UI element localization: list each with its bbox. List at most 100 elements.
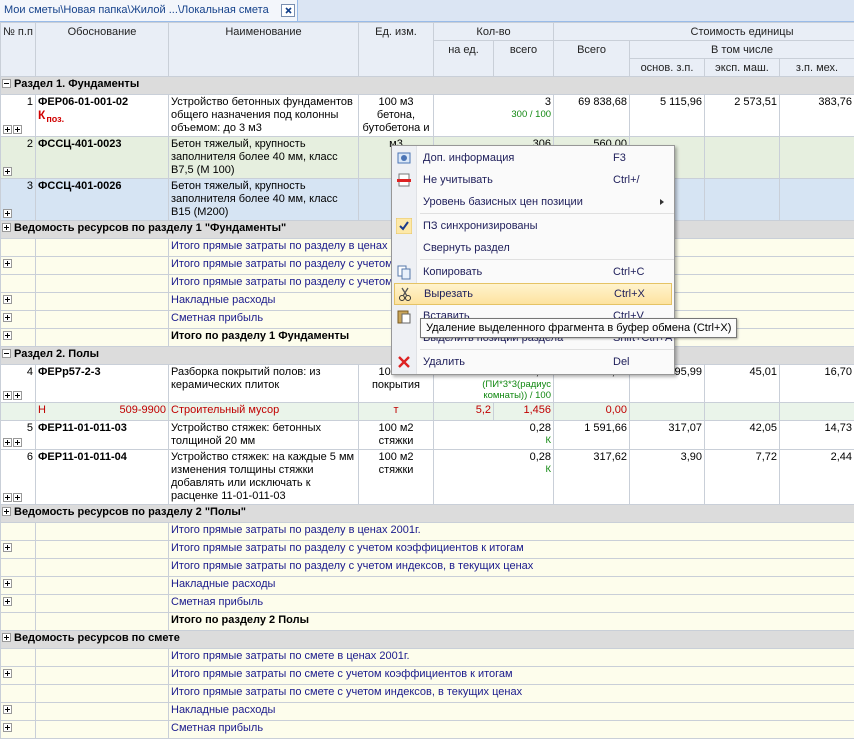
flag-note: поз. <box>46 114 64 124</box>
grid-row[interactable]: Сметная прибыль <box>1 595 854 613</box>
expand-toggle[interactable] <box>13 493 22 502</box>
resource-flag: Н <box>38 404 46 417</box>
expand-toggle[interactable] <box>3 579 12 588</box>
rate-code: ФЕР06-01-001-02 <box>38 96 166 109</box>
total-cell: Сметная прибыль <box>169 721 854 739</box>
total-cell: 317,62 <box>554 450 630 505</box>
tab[interactable]: Мои сметы\Новая папка\Жилой ...\Локальна… <box>0 0 298 21</box>
grid-row[interactable]: Ведомость ресурсов по смете <box>1 631 854 649</box>
expand-toggle[interactable] <box>2 223 11 232</box>
estimate-grid: № п.п Обоснование Наименование Ед. изм. … <box>0 22 854 739</box>
unit-cell: 100 м2 стяжки <box>359 421 434 450</box>
grid-row[interactable]: 1ФЕР06-01-001-02Кпоз.Устройство бетонных… <box>1 95 854 137</box>
grid-row[interactable]: Сметная прибыль <box>1 721 854 739</box>
num-cell: 1 <box>1 95 36 137</box>
menu-icon <box>396 264 412 280</box>
cell <box>36 257 169 275</box>
qty-formula: 300 / 100 <box>436 109 551 120</box>
expand-toggle[interactable] <box>2 79 11 88</box>
num-cell: 6 <box>1 450 36 505</box>
expand-toggle[interactable] <box>13 438 22 447</box>
expand-toggle[interactable] <box>2 349 11 358</box>
menu-item[interactable]: Свернуть раздел <box>392 237 674 259</box>
expand-toggle[interactable] <box>3 259 12 268</box>
col-header[interactable]: основ. з.п. <box>630 59 705 77</box>
col-header[interactable]: Стоимость единицы <box>554 23 854 41</box>
col-header[interactable]: з.п. мех. <box>780 59 854 77</box>
col-header[interactable]: Обоснование <box>36 23 169 77</box>
expand-toggle[interactable] <box>3 125 12 134</box>
grid-row[interactable]: Итого прямые затраты по смете с учетом и… <box>1 685 854 703</box>
tab-close[interactable] <box>281 4 295 17</box>
grid-row[interactable]: 6ФЕР11-01-011-04Устройство стяжек: на ка… <box>1 450 854 505</box>
grid-row[interactable]: Накладные расходы <box>1 577 854 595</box>
col-header[interactable]: Ед. изм. <box>359 23 434 77</box>
grid-row[interactable]: Итого прямые затраты по разделу с учетом… <box>1 559 854 577</box>
col-header[interactable]: В том числе <box>630 41 854 59</box>
expand-toggle[interactable] <box>3 209 12 218</box>
expand-toggle[interactable] <box>2 507 11 516</box>
expand-toggle[interactable] <box>3 493 12 502</box>
wage-cell: 5 115,96 <box>630 95 705 137</box>
col-header[interactable]: на ед. <box>434 41 494 77</box>
code-cell: ФССЦ-401-0026 <box>36 179 169 221</box>
cell <box>1 257 36 275</box>
total-cell: Итого прямые затраты по разделу с учетом… <box>169 541 854 559</box>
expand-toggle[interactable] <box>3 391 12 400</box>
grid-row[interactable]: Раздел 1. Фундаменты <box>1 77 854 95</box>
col-header[interactable]: Кол-во <box>434 23 554 41</box>
expand-toggle[interactable] <box>3 543 12 552</box>
expand-toggle[interactable] <box>13 125 22 134</box>
expand-toggle[interactable] <box>3 331 12 340</box>
menu-shortcut: Ctrl+C <box>613 261 644 283</box>
menu-item[interactable]: ВырезатьCtrl+X <box>394 283 672 305</box>
grid-row[interactable]: Итого прямые затраты по смете в ценах 20… <box>1 649 854 667</box>
grid-row[interactable]: Ведомость ресурсов по разделу 2 "Полы" <box>1 505 854 523</box>
grid-row[interactable]: Итого прямые затраты по разделу в ценах … <box>1 523 854 541</box>
menu-item[interactable]: ПЗ синхронизированы <box>392 215 674 237</box>
col-header[interactable]: всего <box>494 41 554 77</box>
menu-item[interactable]: Не учитыватьCtrl+/ <box>392 169 674 191</box>
grid-row[interactable]: 5ФЕР11-01-011-03Устройство стяжек: бетон… <box>1 421 854 450</box>
menu-item[interactable]: Доп. информацияF3 <box>392 147 674 169</box>
expand-toggle[interactable] <box>3 669 12 678</box>
col-header[interactable]: № п.п <box>1 23 36 77</box>
code-cell: ФЕР11-01-011-03 <box>36 421 169 450</box>
grid-row[interactable]: Итого прямые затраты по смете с учетом к… <box>1 667 854 685</box>
expand-toggle[interactable] <box>3 723 12 732</box>
menu-icon <box>396 218 412 234</box>
col-header[interactable]: Наименование <box>169 23 359 77</box>
expand-toggle[interactable] <box>3 167 12 176</box>
col-header[interactable]: эксп. маш. <box>705 59 780 77</box>
name-cell: Устройство бетонных фундаментов общего н… <box>169 95 359 137</box>
cell <box>36 721 169 739</box>
cell <box>1 577 36 595</box>
menu-item[interactable]: КопироватьCtrl+C <box>392 261 674 283</box>
expand-toggle[interactable] <box>13 391 22 400</box>
expand-toggle[interactable] <box>3 705 12 714</box>
expand-toggle[interactable] <box>3 295 12 304</box>
expand-toggle[interactable] <box>3 597 12 606</box>
section-title: Ведомость ресурсов по разделу 2 "Полы" <box>14 506 246 518</box>
cell <box>36 311 169 329</box>
expand-toggle[interactable] <box>3 438 12 447</box>
total-cell: Итого по разделу 2 Полы <box>169 613 854 631</box>
menu-item[interactable]: Уровень базисных цен позиции <box>392 191 674 213</box>
cell <box>36 667 169 685</box>
cell <box>1 239 36 257</box>
cell <box>630 403 705 421</box>
mech-cell: 14,73 <box>780 421 854 450</box>
qty-total: 0,28 <box>436 422 551 435</box>
grid-row[interactable]: Н509-9900Строительный мусорт5,21,4560,00 <box>1 403 854 421</box>
unit-cell: 100 м2 стяжки <box>359 450 434 505</box>
cell <box>36 577 169 595</box>
col-header[interactable]: Всего <box>554 41 630 77</box>
expand-toggle[interactable] <box>3 313 12 322</box>
grid-row[interactable]: Итого прямые затраты по разделу с учетом… <box>1 541 854 559</box>
total-label: Сметная прибыль <box>171 722 263 734</box>
menu-item[interactable]: УдалитьDel <box>392 351 674 373</box>
grid-row[interactable]: Итого по разделу 2 Полы <box>1 613 854 631</box>
grid-row[interactable]: Накладные расходы <box>1 703 854 721</box>
grid-header: № п.п Обоснование Наименование Ед. изм. … <box>1 23 854 77</box>
expand-toggle[interactable] <box>2 633 11 642</box>
